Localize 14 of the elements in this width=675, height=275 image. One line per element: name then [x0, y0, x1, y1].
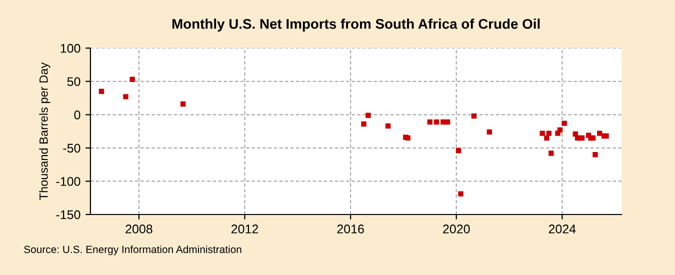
- y-tick-label: 50: [67, 77, 80, 86]
- chart-title: Monthly U.S. Net Imports from South Africa of Crude Oil: [172, 18, 540, 32]
- y-tick-label: -150: [56, 210, 80, 220]
- x-tick-label: 2012: [231, 224, 258, 234]
- x-tick-label: 2016: [337, 224, 364, 234]
- y-tick-label: -50: [63, 144, 80, 153]
- y-axis-title: Thousand Barrels per Day: [39, 62, 50, 200]
- x-tick-label: 2008: [126, 224, 152, 234]
- y-tick-label: 0: [74, 110, 80, 120]
- x-tick-label: 2020: [443, 224, 470, 234]
- source-note: Source: U.S. Energy Information Administration: [24, 245, 242, 256]
- y-tick-label: 100: [60, 44, 80, 53]
- y-tick-label: -100: [56, 177, 80, 186]
- x-tick-label: 2024: [548, 224, 576, 234]
